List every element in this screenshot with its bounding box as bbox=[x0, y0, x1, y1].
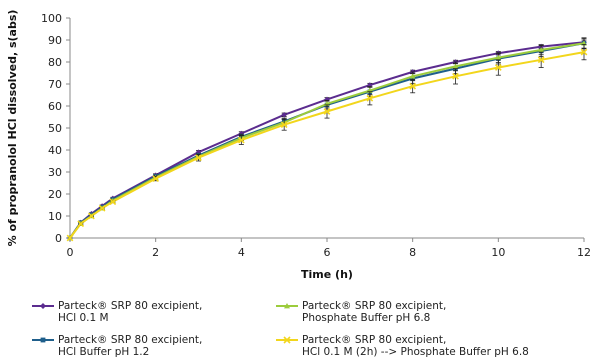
data-point bbox=[109, 198, 117, 206]
data-point bbox=[237, 136, 245, 144]
y-tick-label: 80 bbox=[48, 56, 62, 69]
legend-label-line2: HCl 0.1 M bbox=[58, 312, 109, 324]
legend-label-line2: HCl 0.1 M (2h) --> Phosphate Buffer pH 6… bbox=[302, 346, 529, 358]
x-marker-stroke bbox=[323, 108, 331, 115]
x-marker-stroke bbox=[98, 204, 106, 212]
data-point bbox=[452, 72, 459, 80]
series-line bbox=[69, 42, 585, 239]
data-point bbox=[98, 204, 106, 212]
y-tick-label: 70 bbox=[48, 78, 62, 91]
y-tick-label: 50 bbox=[48, 122, 62, 135]
data-point bbox=[195, 154, 202, 162]
x-marker-stroke bbox=[366, 94, 374, 102]
legend-label-line2: HCl Buffer pH 1.2 bbox=[58, 346, 149, 358]
data-point bbox=[494, 64, 502, 71]
x-tick-label: 10 bbox=[491, 246, 505, 259]
legend-swatch-marker bbox=[284, 303, 290, 309]
data-point bbox=[152, 175, 160, 182]
x-tick-label: 2 bbox=[152, 246, 159, 259]
y-tick-label: 100 bbox=[41, 12, 62, 25]
legend-item-2: Parteck® SRP 80 excipient,HCl Buffer pH … bbox=[32, 334, 202, 358]
x-marker-stroke bbox=[537, 56, 545, 64]
x-axis-ticks: 0 2 4 6 8 10 12 bbox=[67, 238, 591, 259]
series-2 bbox=[67, 37, 587, 241]
y-tick-label: 60 bbox=[48, 100, 62, 113]
y-tick-label: 20 bbox=[48, 188, 62, 201]
y-tick-label: 10 bbox=[48, 210, 62, 223]
x-marker-stroke bbox=[494, 64, 502, 71]
data-point bbox=[452, 63, 459, 69]
series-1 bbox=[67, 39, 587, 241]
y-axis-ticks: 0 10 20 30 40 50 60 70 80 90 100 bbox=[41, 12, 70, 245]
data-point bbox=[77, 220, 85, 228]
x-marker-stroke bbox=[152, 175, 160, 182]
series-line bbox=[69, 42, 585, 239]
x-marker-stroke bbox=[195, 154, 202, 162]
x-tick-label: 0 bbox=[67, 246, 74, 259]
data-point bbox=[409, 73, 416, 79]
data-point bbox=[281, 112, 287, 118]
legend-swatch-marker bbox=[283, 336, 291, 344]
x-marker-stroke bbox=[237, 136, 245, 144]
x-axis-title: Time (h) bbox=[301, 268, 353, 281]
x-marker-stroke bbox=[109, 198, 117, 206]
data-point bbox=[495, 54, 502, 60]
x-marker-stroke bbox=[409, 82, 417, 90]
legend-item-4: Parteck® SRP 80 excipient,HCl 0.1 M (2h)… bbox=[276, 334, 529, 358]
data-point bbox=[280, 121, 288, 129]
legend-item-3: Parteck® SRP 80 excipient,Phosphate Buff… bbox=[276, 300, 446, 324]
x-marker-stroke bbox=[580, 48, 588, 56]
legend-label-line1: Parteck® SRP 80 excipient, bbox=[302, 334, 446, 346]
legend-label-line1: Parteck® SRP 80 excipient, bbox=[58, 334, 202, 346]
data-point bbox=[88, 212, 95, 220]
x-tick-label: 8 bbox=[409, 246, 416, 259]
x-marker-stroke bbox=[77, 220, 85, 228]
data-point bbox=[323, 108, 331, 115]
data-point bbox=[409, 82, 417, 90]
y-tick-label: 30 bbox=[48, 166, 62, 179]
x-marker-stroke bbox=[283, 336, 291, 344]
legend-label-line1: Parteck® SRP 80 excipient, bbox=[302, 300, 446, 312]
legend-swatch-marker bbox=[40, 303, 46, 309]
legend-label-line2: Phosphate Buffer pH 6.8 bbox=[302, 312, 430, 324]
data-point bbox=[538, 47, 544, 53]
series-line bbox=[69, 51, 585, 239]
y-tick-label: 40 bbox=[48, 144, 62, 157]
x-marker-stroke bbox=[280, 121, 288, 129]
x-marker-stroke bbox=[452, 72, 459, 80]
series-line bbox=[69, 41, 585, 239]
x-tick-label: 6 bbox=[324, 246, 331, 259]
series-layer bbox=[66, 37, 588, 242]
legend-item-1: Parteck® SRP 80 excipient,HCl 0.1 M bbox=[32, 300, 202, 324]
data-point bbox=[66, 234, 74, 242]
x-marker-stroke bbox=[88, 212, 95, 220]
y-tick-label: 90 bbox=[48, 34, 62, 47]
series-3 bbox=[67, 38, 587, 241]
series-4 bbox=[66, 44, 588, 242]
data-point bbox=[366, 94, 374, 102]
x-marker-stroke bbox=[66, 234, 74, 242]
x-tick-label: 4 bbox=[238, 246, 245, 259]
data-point bbox=[537, 56, 545, 64]
legend-label-line1: Parteck® SRP 80 excipient, bbox=[58, 300, 202, 312]
y-axis-title: % of propranolol HCl dissolved, s(abs) bbox=[6, 10, 19, 247]
x-tick-label: 12 bbox=[577, 246, 591, 259]
legend-swatch-marker bbox=[40, 337, 46, 343]
data-point bbox=[580, 48, 588, 56]
y-tick-label: 0 bbox=[55, 232, 62, 245]
legend: Parteck® SRP 80 excipient,HCl 0.1 MParte… bbox=[32, 300, 529, 358]
